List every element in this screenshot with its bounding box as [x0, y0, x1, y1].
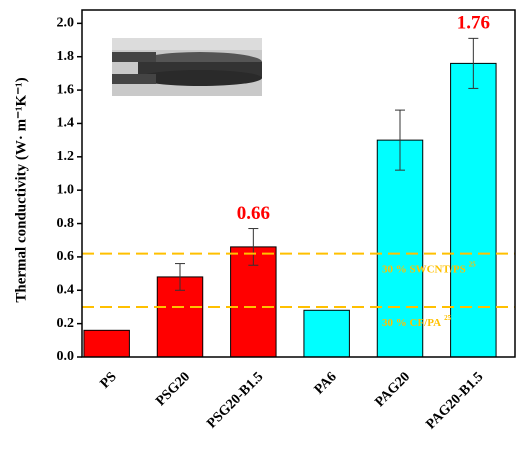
x-tick-label: PSG20-B1.5: [204, 369, 266, 431]
reference-text: 30 % SWCNT/PS: [382, 263, 466, 275]
bar: [83, 329, 130, 358]
y-tick-label: 1.6: [57, 82, 75, 97]
value-label: 1.76: [457, 13, 490, 34]
bar: [376, 139, 424, 358]
y-tick-label: 1.2: [57, 149, 75, 164]
y-tick-label: 1.0: [57, 182, 75, 197]
bar: [450, 62, 497, 358]
y-tick-label: 0.8: [57, 216, 75, 231]
y-tick-label: 2.0: [57, 16, 75, 31]
y-tick-label: 0.0: [57, 349, 75, 364]
x-tick-label: PS: [98, 369, 120, 391]
bar: [303, 309, 350, 358]
plot-frame: [81, 9, 516, 358]
y-tick-label: 0.6: [57, 249, 75, 264]
reference-label: 30 % SWCNT/PS 25: [382, 260, 476, 275]
reference-text: 30 % CF/PA: [382, 316, 441, 328]
reference-label: 30 % CF/PA 25: [382, 314, 452, 329]
y-axis-label: Thermal conductivity (W· m⁻¹K⁻¹): [13, 77, 29, 302]
reference-citation: 25: [469, 260, 477, 268]
x-tick-label: PSG20: [153, 369, 193, 409]
reference-citation: 25: [444, 314, 452, 322]
y-tick-label: 0.4: [57, 282, 75, 297]
y-tick-label: 0.2: [57, 316, 75, 331]
y-tick-label: 1.8: [57, 49, 75, 64]
value-label: 0.66: [237, 203, 270, 224]
inset-photo: [112, 38, 262, 96]
x-tick-label: PAG20: [372, 369, 413, 410]
x-tick-label: PA6: [312, 369, 340, 397]
x-tick-label: PAG20-B1.5: [423, 369, 486, 432]
y-tick-label: 1.4: [57, 116, 75, 131]
